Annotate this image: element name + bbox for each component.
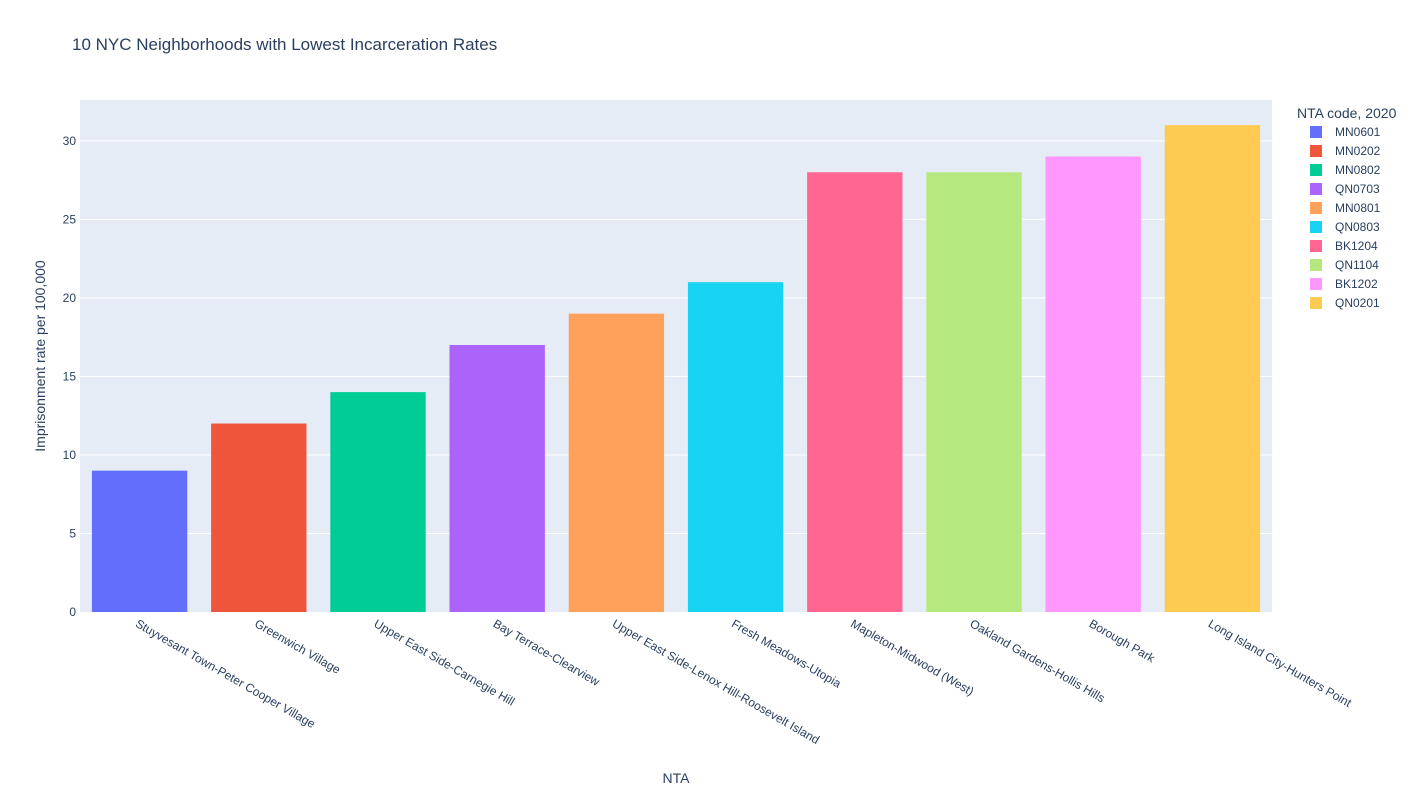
x-tick-label: Upper East Side-Lenox Hill-Roosevelt Isl… [610,616,822,747]
legend: NTA code, 2020 MN0601 MN0202 MN0802 QN0703 M… [1297,105,1397,310]
y-axis-ticks: 0 5 10 15 20 25 30 [63,134,77,619]
legend-swatch[interactable] [1310,164,1322,176]
y-tick-label: 15 [63,369,77,383]
y-axis-title: Imprisonment rate per 100,000 [32,260,48,452]
bars [91,125,1261,613]
legend-label[interactable]: QN0703 [1335,182,1380,196]
legend-label[interactable]: MN0601 [1335,125,1381,139]
y-tick-label: 10 [63,448,77,462]
x-tick-label: Borough Park [1087,616,1158,665]
legend-label[interactable]: BK1202 [1335,277,1378,291]
legend-swatch[interactable] [1310,126,1322,138]
x-tick-label: Bay Terrace-Clearview [491,616,603,689]
y-tick-label: 25 [63,212,77,226]
legend-title: NTA code, 2020 [1297,105,1397,121]
x-axis-title: NTA [663,770,691,786]
legend-label[interactable]: QN1104 [1335,258,1379,272]
legend-swatch[interactable] [1310,240,1322,252]
legend-swatch[interactable] [1310,259,1322,271]
y-tick-label: 5 [69,526,76,540]
bar[interactable] [926,172,1022,612]
legend-label[interactable]: QN0803 [1335,220,1380,234]
x-tick-label: Fresh Meadows-Utopia [729,616,844,690]
y-tick-label: 0 [69,605,76,619]
bar[interactable] [807,172,903,612]
legend-swatch[interactable] [1310,278,1322,290]
bar[interactable] [330,392,426,612]
bar[interactable] [687,282,784,612]
bar[interactable] [91,470,188,612]
x-tick-label: Long Island City-Hunters Point [1206,616,1355,710]
bar[interactable] [1164,125,1261,612]
bar[interactable] [449,345,545,612]
legend-label[interactable]: BK1204 [1335,239,1378,253]
x-tick-label: Oakland Gardens-Hollis Hills [968,616,1108,705]
legend-label[interactable]: MN0801 [1335,201,1381,215]
x-tick-label: Mapleton-Midwood (West) [848,616,976,698]
y-tick-label: 30 [63,134,77,148]
chart-title: 10 NYC Neighborhoods with Lowest Incarce… [72,35,497,54]
bar[interactable] [568,313,665,612]
y-tick-label: 20 [63,291,77,305]
legend-label[interactable]: MN0802 [1335,163,1381,177]
x-axis-ticks: Stuyvesant Town-Peter Cooper VillageGree… [133,616,1354,747]
x-tick-label: Greenwich Village [252,616,343,677]
bar[interactable] [1045,156,1141,613]
legend-swatch[interactable] [1310,297,1322,309]
legend-swatch[interactable] [1310,202,1322,214]
legend-swatch[interactable] [1310,145,1322,157]
legend-swatch[interactable] [1310,221,1322,233]
legend-label[interactable]: QN0201 [1335,296,1380,310]
bar[interactable] [211,423,307,612]
legend-label[interactable]: MN0202 [1335,144,1381,158]
legend-swatch[interactable] [1310,183,1322,195]
